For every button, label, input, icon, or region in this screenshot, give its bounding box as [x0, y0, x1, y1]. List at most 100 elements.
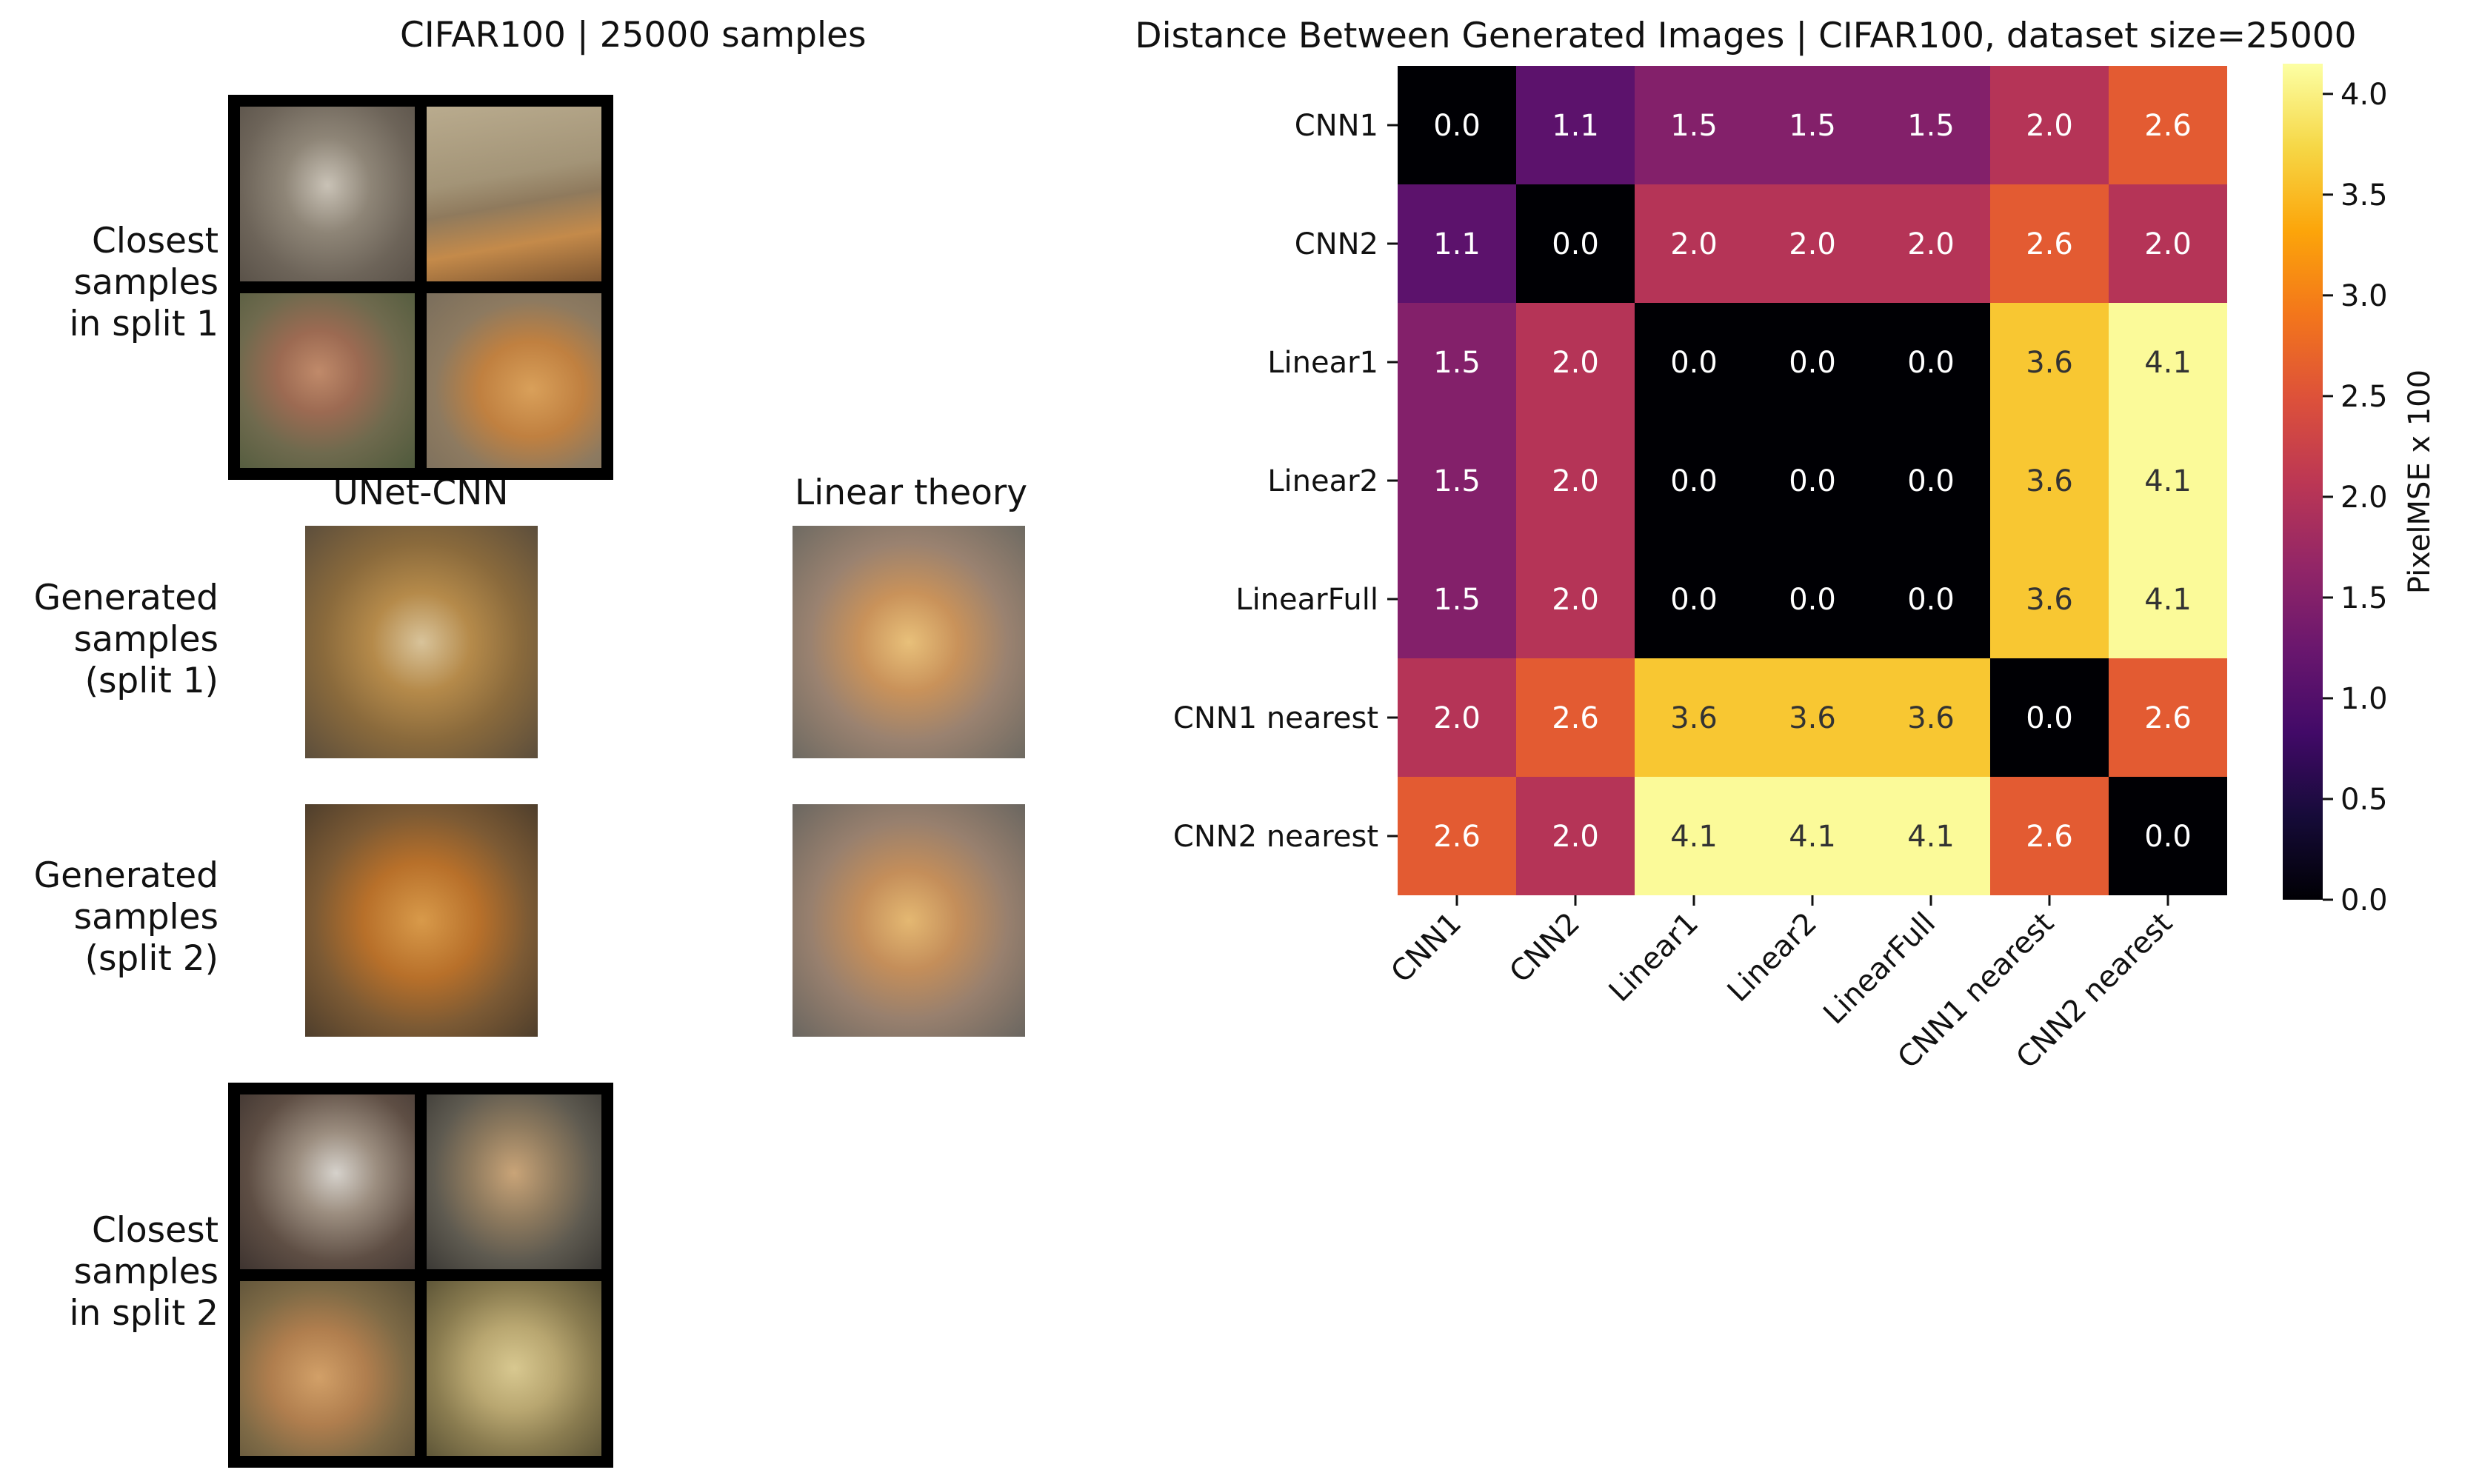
heatmap-cell	[2109, 777, 2227, 895]
generated-sample-unet-split1	[305, 526, 538, 758]
heatmap-cell-label: 0.0	[1907, 346, 1955, 380]
heatmap-cell-label: 4.1	[2144, 583, 2192, 617]
heatmap-cell	[1872, 540, 1990, 658]
heatmap-cell-label: 2.6	[2026, 227, 2073, 261]
heatmap-cell-label: 2.0	[1552, 583, 1599, 617]
colorbar-gradient	[2283, 64, 2323, 900]
heatmap-cell-label: 0.0	[2144, 820, 2192, 854]
row-tick-label: Linear2	[1267, 464, 1378, 498]
colorbar-tick-label: 1.5	[2340, 581, 2388, 615]
heatmap-cell-label: 1.5	[1907, 109, 1955, 143]
heatmap-cell-label: 2.6	[2144, 701, 2192, 735]
heatmap-cell-label: 1.5	[1433, 464, 1481, 498]
heatmap-cell-label: 3.6	[1907, 701, 1955, 735]
colorbar-tick-label: 3.0	[2340, 279, 2388, 313]
heatmap-cell-label: 0.0	[2026, 701, 2073, 735]
row-tick-label: Linear1	[1267, 346, 1378, 380]
heatmap-row-ticks: CNN1 CNN2 Linear1 Linear2 LinearFull CNN1 nea…	[1173, 109, 1398, 854]
heatmap-cell	[1516, 658, 1635, 777]
heatmap-cell-label: 2.0	[2144, 227, 2192, 261]
row-label-generated-split2: Generated samples (split 2)	[33, 855, 218, 979]
heatmap-cell-label: 1.1	[1433, 227, 1481, 261]
colorbar-tick-label: 0.5	[2340, 783, 2388, 817]
heatmap-cell	[1398, 421, 1516, 540]
sample-image	[427, 293, 601, 468]
sample-image	[427, 1094, 601, 1269]
heatmap-cell	[1753, 658, 1872, 777]
heatmap-cell-label: 1.5	[1433, 346, 1481, 380]
heatmap-cell-label: 1.1	[1552, 109, 1599, 143]
colorbar-tick-label: 0.0	[2340, 883, 2388, 918]
heatmap-cell-label: 4.1	[1907, 820, 1955, 854]
heatmap-cell-label: 2.6	[1552, 701, 1599, 735]
heatmap-cell	[1635, 540, 1753, 658]
heatmap-cell	[1516, 421, 1635, 540]
heatmap-cell	[2109, 303, 2227, 421]
heatmap-cell-label: 0.0	[1552, 227, 1599, 261]
heatmap-cell	[1872, 184, 1990, 303]
heatmap-cell	[1872, 303, 1990, 421]
heatmap-cell-label: 2.6	[2026, 820, 2073, 854]
heatmap-cell	[2109, 66, 2227, 184]
heatmap-cell	[1516, 66, 1635, 184]
heatmap-cell-label: 2.0	[1670, 227, 1718, 261]
heatmap-cell-label: 2.0	[1552, 346, 1599, 380]
heatmap-cell	[1398, 184, 1516, 303]
heatmap-cell	[1753, 540, 1872, 658]
heatmap-cell	[1516, 777, 1635, 895]
heatmap-cell	[1516, 540, 1635, 658]
colorbar-label: PixelMSE x 100	[2403, 370, 2437, 594]
heatmap-cell-label: 0.0	[1670, 583, 1718, 617]
heatmap-cell	[1635, 184, 1753, 303]
heatmap-cell-label: 0.0	[1789, 583, 1836, 617]
colorbar: 0.0 0.5 1.0 1.5 2.0 2.5 3.0 3.5 4.0 PixelMSE x 10…	[2283, 64, 2437, 918]
heatmap-cell-label: 4.1	[1789, 820, 1836, 854]
row-tick-label: CNN2	[1295, 227, 1378, 261]
heatmap-cell-label: 0.0	[1433, 109, 1481, 143]
heatmap-cell	[1990, 777, 2109, 895]
heatmap-cell-label: 0.0	[1907, 583, 1955, 617]
row-tick-label: LinearFull	[1235, 583, 1378, 617]
heatmap-cell-label: 4.1	[2144, 346, 2192, 380]
colorbar-tick-label: 3.5	[2340, 178, 2388, 213]
heatmap-cell	[1753, 184, 1872, 303]
heatmap-cell-label: 1.5	[1670, 109, 1718, 143]
heatmap-cell	[1990, 184, 2109, 303]
heatmap-cell	[1753, 777, 1872, 895]
heatmap-cell	[1398, 658, 1516, 777]
sample-image	[240, 1281, 415, 1456]
heatmap-cell	[1635, 66, 1753, 184]
colorbar-tick-label: 2.5	[2340, 380, 2388, 414]
heatmap-cell	[2109, 658, 2227, 777]
colorbar-tick-label: 4.0	[2340, 78, 2388, 112]
column-title-linear: Linear theory	[794, 472, 1028, 513]
row-label-closest-split2: Closest samples in split 2	[69, 1210, 219, 1334]
sample-image	[240, 1094, 415, 1269]
heatmap-cell-label: 1.5	[1433, 583, 1481, 617]
heatmap-cell	[1635, 421, 1753, 540]
col-tick-label: CNN1	[1384, 906, 1468, 990]
heatmap-cell-label: 3.6	[1789, 701, 1836, 735]
chart-title: Distance Between Generated Images | CIFA…	[1135, 16, 2356, 56]
heatmap-cell	[2109, 540, 2227, 658]
heatmap-cell	[1398, 303, 1516, 421]
generated-sample-linear-split2	[793, 804, 1025, 1037]
row-tick-label: CNN1 nearest	[1173, 701, 1378, 735]
heatmap-cell-label: 2.6	[1433, 820, 1481, 854]
heatmap-cell	[1516, 184, 1635, 303]
heatmap-cell	[1990, 658, 2109, 777]
left-panel-title: CIFAR100 | 25000 samples	[400, 15, 867, 56]
heatmap-cell-label: 2.0	[2026, 109, 2073, 143]
heatmap-cell	[1990, 421, 2109, 540]
heatmap-cell-label: 3.6	[2026, 464, 2073, 498]
row-tick-label: CNN1	[1295, 109, 1378, 143]
row-label-generated-split1: Generated samples (split 1)	[33, 578, 218, 701]
heatmap-cell	[1753, 66, 1872, 184]
heatmap-cell	[1990, 303, 2109, 421]
row-tick-label: CNN2 nearest	[1173, 820, 1378, 854]
heatmap-cell-label: 2.0	[1789, 227, 1836, 261]
colorbar-tick-label: 2.0	[2340, 481, 2388, 515]
col-tick-label: LinearFull	[1817, 906, 1942, 1032]
